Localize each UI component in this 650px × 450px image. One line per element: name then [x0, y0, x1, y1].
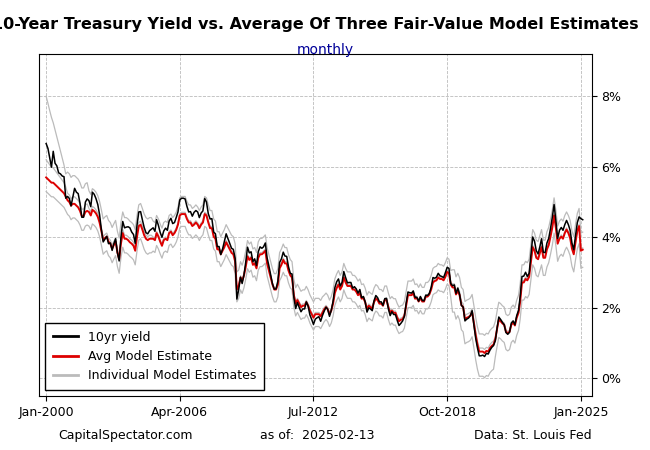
- Text: as of:  2025-02-13: as of: 2025-02-13: [260, 429, 374, 442]
- Text: Data: St. Louis Fed: Data: St. Louis Fed: [474, 429, 592, 442]
- Title: 10-Year Treasury Yield vs. Average Of Three Fair-Value Model Estimates: 10-Year Treasury Yield vs. Average Of Th…: [0, 17, 638, 32]
- Text: CapitalSpectator.com: CapitalSpectator.com: [58, 429, 193, 442]
- Legend: 10yr yield, Avg Model Estimate, Individual Model Estimates: 10yr yield, Avg Model Estimate, Individu…: [46, 323, 264, 390]
- Text: monthly: monthly: [296, 43, 354, 57]
